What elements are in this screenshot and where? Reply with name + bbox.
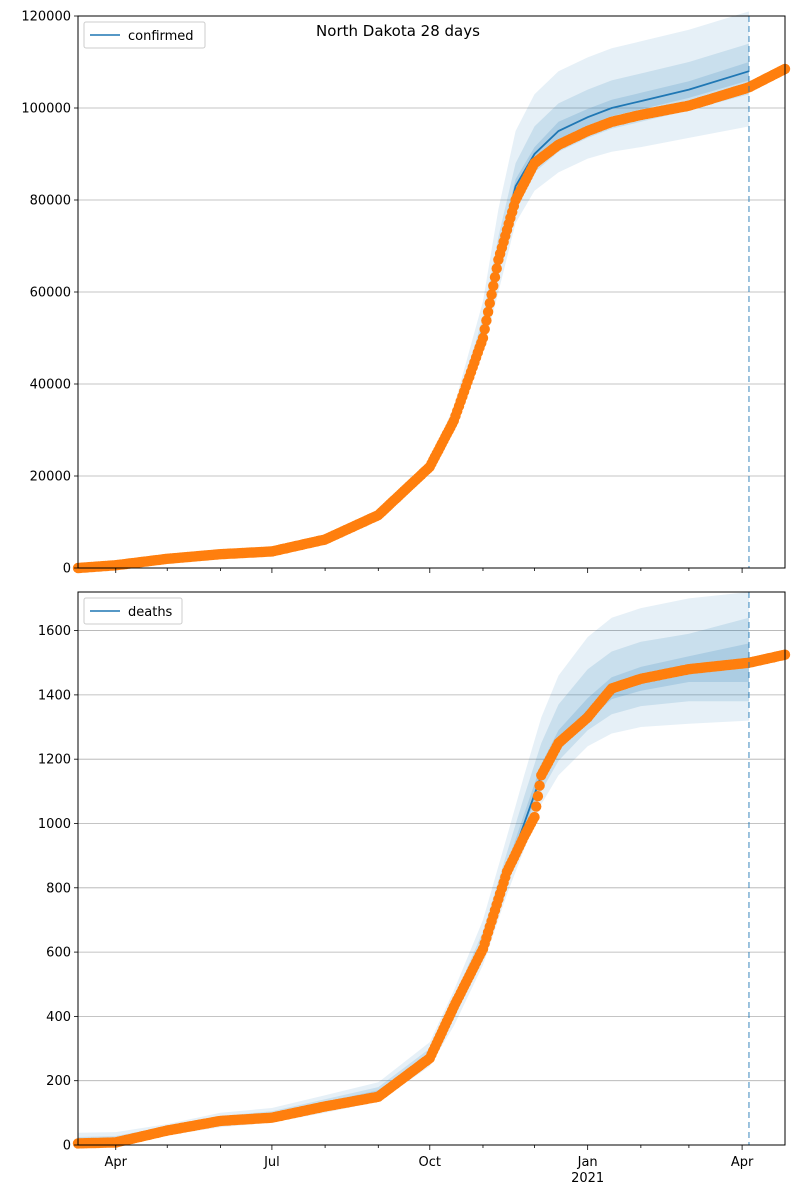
- y-tick-label: 40000: [30, 378, 71, 393]
- legend-box: [83, 21, 206, 49]
- outer-band: [78, 11, 749, 568]
- y-tick-label: 100000: [21, 102, 71, 117]
- observed-point: [486, 289, 497, 300]
- observed-point: [477, 332, 489, 344]
- y-tick-label: 1000: [38, 817, 71, 832]
- x-tick-label: Oct: [419, 1155, 441, 1170]
- y-tick-label: 0: [63, 1139, 71, 1154]
- x-tick-sublabel: 2021: [571, 1171, 604, 1186]
- axes: 0 200 400 600 800 1000 1200 1400 1600 Apr Jul Oct Ja…: [38, 591, 786, 1186]
- legend: deaths: [83, 597, 183, 625]
- observed-point: [479, 324, 490, 335]
- y-tick-label: 1400: [38, 688, 71, 703]
- x-tick-label: Apr: [105, 1155, 128, 1170]
- axes: 0 20000 40000 60000 80000 100000 120000: [21, 10, 786, 577]
- observed-points: [72, 649, 791, 1149]
- observed-point: [481, 315, 492, 326]
- uncertainty-bands: [78, 11, 749, 569]
- middle-band: [78, 43, 749, 569]
- observed-point: [482, 306, 494, 318]
- y-tick-label: 400: [46, 1010, 71, 1025]
- grid-lines: [78, 630, 785, 1082]
- confirmed-panel: 0 20000 40000 60000 80000 100000 120000 confir…: [21, 10, 791, 577]
- y-tick-label: 600: [46, 946, 71, 961]
- y-tick-label: 20000: [30, 470, 71, 485]
- observed-point: [484, 298, 495, 309]
- y-tick-label: 80000: [30, 194, 71, 209]
- y-tick-label: 60000: [30, 286, 71, 301]
- observed-point: [488, 280, 499, 292]
- x-tick-label: Jul: [263, 1155, 280, 1170]
- x-tick-label: Jan: [577, 1155, 598, 1170]
- observed-point: [532, 791, 544, 802]
- observed-point: [491, 263, 502, 274]
- observed-point: [529, 811, 540, 823]
- legend-entry: deaths: [128, 605, 173, 620]
- observed-point: [534, 780, 545, 791]
- outer-band: [78, 592, 749, 1145]
- y-tick-label: 800: [46, 881, 71, 896]
- legend-box: [83, 597, 183, 625]
- y-tick-label: 1600: [38, 624, 71, 639]
- y-tick-label: 200: [46, 1074, 71, 1089]
- y-tick-label: 120000: [21, 10, 71, 25]
- x-tick-label: Apr: [731, 1155, 754, 1170]
- chart-title: North Dakota 28 days: [316, 22, 480, 40]
- axes-frame: [77, 591, 786, 1146]
- y-tick-label: 0: [63, 562, 71, 577]
- y-tick-label: 1200: [38, 753, 71, 768]
- observed-point: [531, 801, 542, 812]
- observed-point: [489, 272, 501, 283]
- legend-entry: confirmed: [128, 29, 194, 44]
- observed-points: [72, 63, 791, 574]
- deaths-panel: 0 200 400 600 800 1000 1200 1400 1600 Apr Jul Oct Ja…: [38, 591, 791, 1186]
- legend: confirmed: [83, 21, 206, 49]
